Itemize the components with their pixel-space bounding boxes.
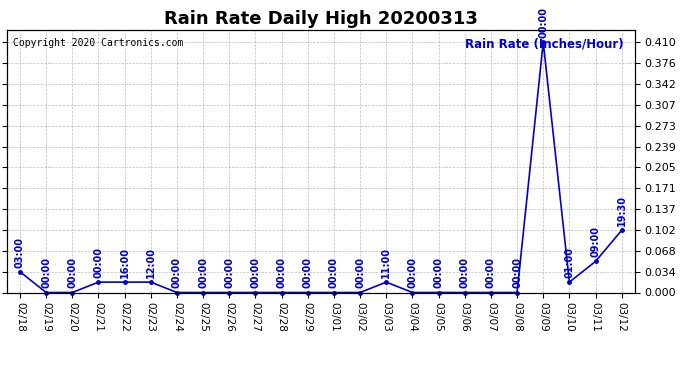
Text: 19:30: 19:30 bbox=[617, 195, 627, 226]
Text: 00:00: 00:00 bbox=[172, 257, 182, 288]
Text: 16:00: 16:00 bbox=[119, 247, 130, 278]
Text: 00:00: 00:00 bbox=[224, 257, 235, 288]
Text: 00:00: 00:00 bbox=[277, 257, 286, 288]
Text: 00:00: 00:00 bbox=[355, 257, 365, 288]
Text: 00:00: 00:00 bbox=[433, 257, 444, 288]
Text: 11:00: 11:00 bbox=[382, 247, 391, 278]
Text: Rain Rate (Inches/Hour): Rain Rate (Inches/Hour) bbox=[465, 38, 624, 51]
Text: 09:00: 09:00 bbox=[591, 226, 600, 257]
Text: 00:00: 00:00 bbox=[303, 257, 313, 288]
Text: 12:00: 12:00 bbox=[146, 247, 156, 278]
Text: 00:00: 00:00 bbox=[407, 257, 417, 288]
Text: 00:00: 00:00 bbox=[68, 257, 77, 288]
Text: 00:00: 00:00 bbox=[93, 247, 104, 278]
Text: 01:00: 01:00 bbox=[564, 247, 574, 278]
Text: 00:00: 00:00 bbox=[460, 257, 470, 288]
Text: 03:00: 03:00 bbox=[15, 237, 25, 268]
Title: Rain Rate Daily High 20200313: Rain Rate Daily High 20200313 bbox=[164, 10, 477, 28]
Text: 00:00: 00:00 bbox=[329, 257, 339, 288]
Text: 00:00: 00:00 bbox=[512, 257, 522, 288]
Text: Copyright 2020 Cartronics.com: Copyright 2020 Cartronics.com bbox=[13, 38, 184, 48]
Text: 00:00: 00:00 bbox=[250, 257, 260, 288]
Text: 00:00: 00:00 bbox=[538, 7, 549, 38]
Text: 00:00: 00:00 bbox=[486, 257, 496, 288]
Text: 00:00: 00:00 bbox=[41, 257, 51, 288]
Text: 00:00: 00:00 bbox=[198, 257, 208, 288]
